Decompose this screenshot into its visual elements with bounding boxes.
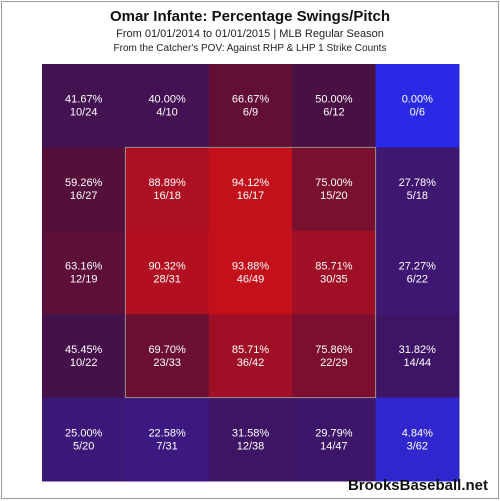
cell-percentage-label: 29.79% [315,427,353,439]
cell-percentage-label: 27.78% [399,177,437,189]
cell-fraction-label: 16/17 [237,190,265,202]
chart-title: Omar Infante: Percentage Swings/Pitch [109,8,391,25]
heatmap-cell-r0-c2 [208,64,293,148]
cell-fraction-label: 22/29 [320,357,348,369]
cell-percentage-label: 45.45% [65,344,103,356]
heatmap-cell-r2-c0 [42,230,126,315]
cell-percentage-label: 90.32% [148,261,186,273]
cell-fraction-label: 10/24 [70,107,98,119]
heatmap-cell-r0-c0 [42,64,126,148]
cell-fraction-label: 6/12 [323,107,344,119]
cell-percentage-label: 93.88% [232,261,270,273]
cell-fraction-label: 12/38 [237,440,265,452]
heatmap-cell-r3-c0 [42,314,126,399]
cell-percentage-label: 85.71% [232,344,270,356]
cell-fraction-label: 5/18 [407,190,428,202]
cell-fraction-label: 6/22 [407,274,428,286]
cell-fraction-label: 36/42 [237,357,265,369]
heatmap-cell-r2-c4 [375,230,460,315]
heatmap-cell-r4-c2 [208,397,293,482]
heatmap-cell-r4-c4 [375,397,460,482]
cell-fraction-label: 46/49 [237,274,265,286]
cell-fraction-label: 4/10 [156,107,177,119]
cell-percentage-label: 69.70% [148,344,186,356]
heatmap-cell-r0-c4 [375,64,460,148]
heatmap-cell-r3-c2 [208,314,293,399]
heatmap-cell-r0-c1 [125,64,210,148]
heatmap-cell-r1-c3 [292,147,377,232]
cell-percentage-label: 75.00% [315,177,353,189]
heatmap-cell-r1-c0 [42,147,126,232]
cell-percentage-label: 40.00% [148,94,186,106]
cell-fraction-label: 7/31 [156,440,177,452]
cell-percentage-label: 66.67% [232,94,270,106]
chart-subtitle-date-range: From 01/01/2014 to 01/01/2015 | MLB Regu… [116,28,384,40]
cell-percentage-label: 27.27% [399,261,437,273]
cell-fraction-label: 28/31 [153,274,181,286]
heatmap-cell-r0-c3 [292,64,377,148]
cell-fraction-label: 23/33 [153,357,181,369]
cell-percentage-label: 25.00% [65,427,103,439]
cell-percentage-label: 31.58% [232,427,270,439]
cell-fraction-label: 0/6 [410,107,425,119]
cell-percentage-label: 50.00% [315,94,353,106]
cell-percentage-label: 75.86% [315,344,353,356]
heatmap-cell-r3-c3 [292,314,377,399]
cell-fraction-label: 12/19 [70,274,98,286]
heatmap-cell-r3-c4 [375,314,460,399]
cell-percentage-label: 88.89% [148,177,186,189]
cell-percentage-label: 41.67% [65,94,103,106]
heatmap-cell-r2-c2 [208,230,293,315]
cell-fraction-label: 3/62 [407,440,428,452]
cell-fraction-label: 6/9 [243,107,258,119]
strike-zone-outline [124,146,377,399]
cell-percentage-label: 0.00% [402,94,433,106]
cell-fraction-label: 16/27 [70,190,98,202]
chart-subtitle-filters: From the Catcher's POV: Against RHP & LH… [113,43,387,54]
heatmap-cell-r2-c1 [125,230,210,315]
heatmap-cell-r1-c4 [375,147,460,232]
cell-percentage-label: 63.16% [65,261,103,273]
cell-percentage-label: 59.26% [65,177,103,189]
cell-fraction-label: 14/47 [320,440,348,452]
cell-fraction-label: 16/18 [153,190,181,202]
watermark: BrooksBaseball.net [347,477,488,494]
cell-fraction-label: 10/22 [70,357,98,369]
cell-percentage-label: 31.82% [399,344,437,356]
cell-fraction-label: 14/44 [404,357,432,369]
heatmap-cell-r1-c2 [208,147,293,232]
cell-percentage-label: 22.58% [148,427,186,439]
cell-fraction-label: 15/20 [320,190,348,202]
cell-percentage-label: 94.12% [232,177,270,189]
heatmap-cell-r3-c1 [125,314,210,399]
heatmap-cell-r4-c1 [125,397,210,482]
heatmap-cell-r4-c0 [42,397,126,482]
heatmap-cell-r1-c1 [125,147,210,232]
cell-percentage-label: 4.84% [402,427,433,439]
heatmap-cell-r4-c3 [292,397,377,482]
cell-fraction-label: 5/20 [73,440,94,452]
cell-percentage-label: 85.71% [315,261,353,273]
cell-fraction-label: 30/35 [320,274,348,286]
heatmap-cell-r2-c3 [292,230,377,315]
